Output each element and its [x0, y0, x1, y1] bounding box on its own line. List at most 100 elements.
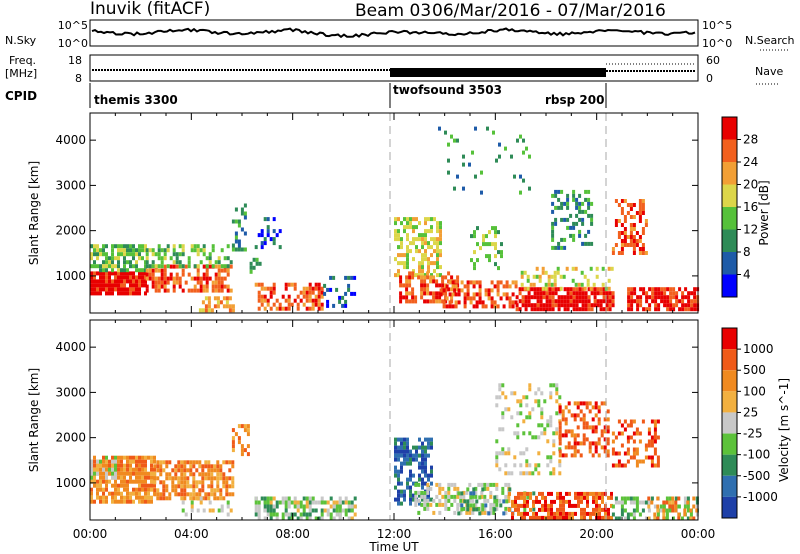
range-gate-cell: [421, 497, 424, 502]
range-gate-cell: [590, 201, 594, 206]
range-gate-cell: [290, 282, 294, 287]
range-gate-cell: [156, 464, 160, 469]
range-gate-cell: [205, 264, 209, 269]
freq-panel: Freq. [MHz] 18 8 60 0 Nave: [5, 54, 783, 85]
range-gate-cell: [120, 467, 123, 472]
range-gate-cell: [547, 511, 550, 516]
range-gate-cell: [145, 288, 149, 293]
range-gate-cell: [638, 431, 642, 436]
range-gate-cell: [153, 480, 157, 485]
range-gate-cell: [278, 229, 282, 234]
range-gate-cell: [141, 275, 144, 280]
range-gate-cell: [601, 495, 604, 500]
range-gate-cell: [510, 471, 514, 476]
range-gate-cell: [205, 272, 209, 277]
range-gate-cell: [564, 417, 568, 422]
range-gate-cell: [159, 480, 163, 485]
range-gate-cell: [557, 189, 561, 194]
range-gate-cell: [501, 447, 505, 452]
range-gate-cell: [460, 503, 464, 508]
range-gate-cell: [569, 295, 573, 300]
range-gate-cell: [489, 482, 493, 487]
range-gate-cell: [263, 508, 267, 513]
range-gate-cell: [394, 221, 397, 226]
range-gate-cell: [409, 457, 412, 462]
range-gate-cell: [538, 491, 541, 496]
range-gate-cell: [293, 496, 297, 501]
range-gate-cell: [99, 467, 102, 472]
range-gate-cell: [478, 284, 482, 289]
range-gate-cell: [141, 495, 144, 500]
range-gate-cell: [510, 154, 513, 159]
range-gate-cell: [448, 280, 452, 285]
range-gate-cell: [90, 271, 93, 276]
beam-label: Beam 03: [355, 1, 431, 21]
range-gate-cell: [430, 225, 433, 230]
range-gate-cell: [347, 275, 351, 280]
range-gate-cell: [293, 500, 297, 505]
range-gate-cell: [426, 271, 430, 276]
range-gate-cell: [424, 473, 427, 478]
range-gate-cell: [536, 299, 540, 304]
range-gate-cell: [684, 307, 688, 312]
range-gate-cell: [525, 447, 529, 452]
range-gate-cell: [466, 288, 470, 293]
range-gate-cell: [308, 298, 312, 303]
range-gate-cell: [468, 162, 471, 167]
range-gate-cell: [138, 252, 141, 257]
range-gate-cell: [435, 295, 439, 300]
range-gate-cell: [246, 444, 250, 449]
range-gate-cell: [456, 486, 460, 491]
range-gate-cell: [183, 476, 187, 481]
range-gate-cell: [504, 510, 508, 515]
range-gate-cell: [145, 264, 149, 269]
range-gate-cell: [573, 449, 577, 454]
range-gate-cell: [138, 471, 141, 476]
range-gate-cell: [623, 419, 627, 424]
range-gate-cell: [424, 237, 427, 242]
range-gate-cell: [551, 233, 555, 238]
range-gate-cell: [457, 491, 461, 496]
range-gate-cell: [671, 508, 675, 513]
range-gate-cell: [207, 464, 211, 469]
range-gate-cell: [138, 467, 141, 472]
range-gate-cell: [287, 282, 291, 287]
range-gate-cell: [111, 495, 114, 500]
range-gate-cell: [519, 471, 523, 476]
range-gate-cell: [123, 463, 126, 468]
range-gate-cell: [593, 303, 597, 308]
range-gate-cell: [145, 268, 149, 273]
range-gate-cell: [528, 431, 532, 436]
range-gate-cell: [472, 296, 476, 301]
range-gate-cell: [519, 399, 523, 404]
range-gate-cell: [668, 508, 672, 513]
range-gate-cell: [231, 476, 235, 481]
range-gate-cell: [494, 230, 497, 235]
range-gate-cell: [222, 484, 226, 489]
range-gate-cell: [228, 492, 232, 497]
range-gate-cell: [219, 476, 223, 481]
range-gate-cell: [617, 516, 621, 521]
range-gate-cell: [539, 303, 543, 308]
range-gate-cell: [120, 475, 123, 480]
colorbar-tick-label: 24: [743, 155, 758, 169]
range-gate-cell: [528, 463, 532, 468]
range-gate-cell: [480, 490, 484, 495]
range-gate-cell: [617, 235, 621, 239]
range-gate-cell: [181, 248, 185, 253]
range-gate-cell: [246, 432, 250, 437]
range-gate-cell: [575, 299, 579, 304]
range-gate-cell: [654, 303, 658, 308]
range-gate-cell: [623, 463, 627, 468]
range-gate-cell: [529, 515, 532, 520]
range-gate-cell: [453, 482, 457, 487]
range-gate-cell: [117, 275, 120, 280]
range-gate-cell: [579, 453, 583, 458]
range-gate-cell: [231, 219, 235, 224]
range-gate-cell: [534, 399, 538, 404]
range-gate-cell: [436, 241, 439, 246]
range-gate-cell: [575, 213, 579, 218]
range-gate-cell: [198, 480, 202, 485]
range-gate-cell: [138, 256, 141, 261]
x-tick-label: 00:00: [681, 527, 716, 541]
